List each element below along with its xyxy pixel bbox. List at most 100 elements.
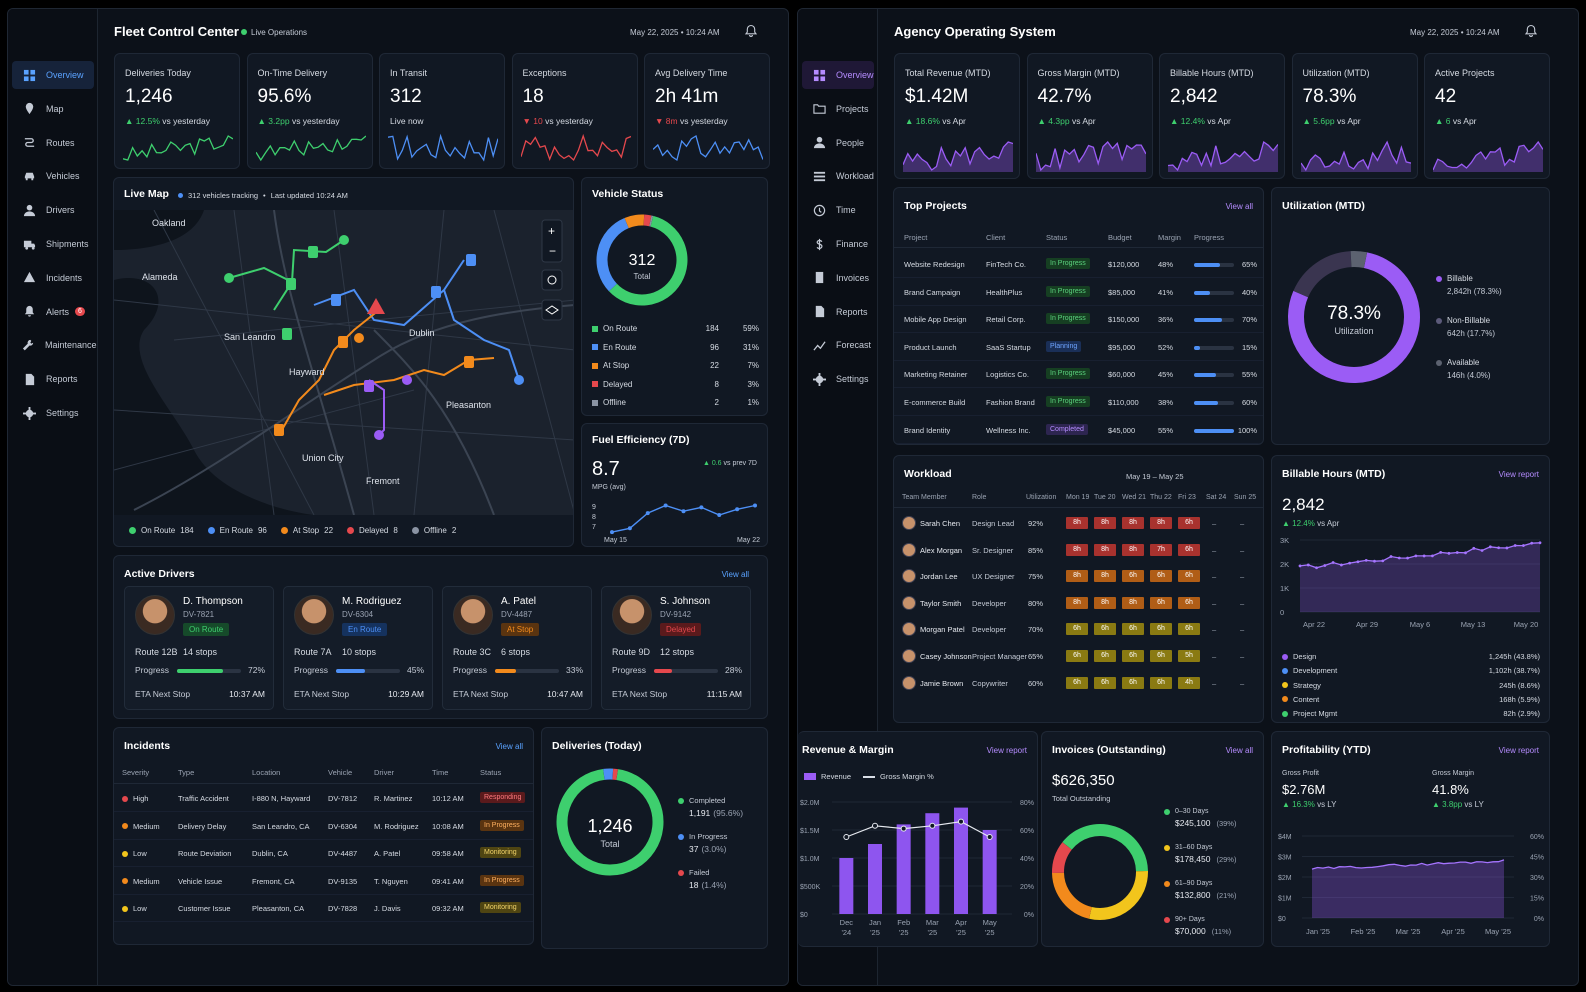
profit-view-report[interactable]: View report bbox=[1498, 746, 1539, 755]
driver-card[interactable]: S. Johnson DV-9142 Delayed Route 9D 12 stops… bbox=[601, 586, 751, 710]
nav-overview[interactable]: Overview bbox=[12, 61, 94, 89]
nav-invoices[interactable]: Invoices bbox=[802, 264, 874, 292]
workload-cell[interactable]: 8h bbox=[1066, 570, 1088, 583]
workload-cell[interactable]: 6h bbox=[1150, 676, 1172, 689]
table-row[interactable]: Marketing Retainer Logistics Co. In Progre… bbox=[894, 362, 1263, 389]
revenue-bar[interactable] bbox=[982, 830, 997, 914]
workload-cell[interactable]: 6h bbox=[1066, 676, 1088, 689]
workload-cell[interactable]: 5h bbox=[1178, 650, 1200, 662]
workload-cell[interactable]: 8h bbox=[1122, 517, 1144, 529]
table-row[interactable]: Alex Morgan Sr. Designer 85% 8h 8h 8h 7h 6h – – bbox=[894, 537, 1263, 563]
nav-forecast[interactable]: Forecast bbox=[802, 331, 874, 359]
workload-cell[interactable]: 6h bbox=[1122, 570, 1144, 583]
workload-cell[interactable]: 6h bbox=[1094, 676, 1116, 689]
nav-workload[interactable]: Workload bbox=[802, 162, 874, 190]
table-row[interactable]: Sarah Chen Design Lead 92% 8h 8h 8h 8h 6h – – bbox=[894, 510, 1263, 536]
notification-bell-icon[interactable] bbox=[1524, 24, 1538, 38]
map-canvas[interactable]: Oakland Alameda San Leandro Hayward Dubl… bbox=[114, 210, 574, 515]
nav-time[interactable]: Time bbox=[802, 196, 874, 224]
billable-title: Billable Hours (MTD) bbox=[1282, 468, 1386, 480]
nav-alerts[interactable]: Alerts 6 bbox=[12, 298, 94, 326]
table-row[interactable]: Jamie Brown Copywriter 60% 6h 6h 6h 6h 4h – – bbox=[894, 670, 1263, 696]
revenue-bar[interactable] bbox=[868, 844, 882, 914]
workload-cell[interactable]: 6h bbox=[1150, 570, 1172, 583]
billable-delta-suffix: vs Apr bbox=[1317, 519, 1340, 528]
workload-cell[interactable]: 6h bbox=[1178, 543, 1200, 556]
drivers-view-all[interactable]: View all bbox=[721, 570, 749, 579]
invoices-total: $626,350 bbox=[1052, 772, 1115, 789]
table-row[interactable]: Taylor Smith Developer 80% 8h 8h 8h 6h 6h – – bbox=[894, 590, 1263, 616]
table-row[interactable]: E-commerce Build Fashion Brand In Progress… bbox=[894, 390, 1263, 416]
driver-card[interactable]: A. Patel DV-4487 At Stop Route 3C 6 stops Pro… bbox=[442, 586, 592, 710]
workload-cell[interactable]: 6h bbox=[1150, 650, 1172, 662]
nav-reports[interactable]: Reports bbox=[802, 298, 874, 326]
workload-cell[interactable]: 7h bbox=[1150, 543, 1172, 556]
vehicle-markers[interactable] bbox=[224, 235, 524, 440]
nav-maintenance[interactable]: Maintenance bbox=[12, 331, 97, 359]
billable-view-report[interactable]: View report bbox=[1498, 470, 1539, 479]
workload-cell[interactable]: 6h bbox=[1178, 596, 1200, 609]
revenue-bar[interactable] bbox=[896, 824, 911, 914]
table-row[interactable]: Mobile App Design Retail Corp. In Progress… bbox=[894, 307, 1263, 334]
workload-cell[interactable]: 6h bbox=[1150, 596, 1172, 609]
workload-cell[interactable]: 6h bbox=[1178, 570, 1200, 583]
nav-vehicles[interactable]: Vehicles bbox=[12, 162, 94, 190]
workload-cell[interactable]: 6h bbox=[1178, 623, 1200, 636]
nav-projects[interactable]: Projects bbox=[802, 95, 874, 123]
workload-cell[interactable]: 6h bbox=[1066, 623, 1088, 636]
table-row[interactable]: Low Route Deviation Dublin, CA DV-4487 A. Pa… bbox=[114, 841, 533, 868]
nav-drivers[interactable]: Drivers bbox=[12, 196, 94, 224]
nav-reports[interactable]: Reports bbox=[12, 365, 94, 393]
revenue-view-report[interactable]: View report bbox=[986, 746, 1027, 755]
table-row[interactable]: Product Launch SaaS Startup Planning $95,00… bbox=[894, 335, 1263, 361]
table-row[interactable]: Medium Vehicle Issue Fremont, CA DV-9135 T. … bbox=[114, 869, 533, 895]
workload-cell[interactable]: 8h bbox=[1066, 517, 1088, 529]
workload-cell[interactable]: 6h bbox=[1178, 517, 1200, 529]
workload-cell[interactable]: 8h bbox=[1150, 517, 1172, 529]
workload-cell[interactable]: 6h bbox=[1122, 676, 1144, 689]
driver-card[interactable]: M. Rodriguez DV-6304 En Route Route 7A 10 st… bbox=[283, 586, 433, 710]
notification-bell-icon[interactable] bbox=[744, 24, 758, 38]
nav-routes[interactable]: Routes bbox=[12, 129, 94, 157]
revenue-bar[interactable] bbox=[839, 858, 854, 914]
workload-cell[interactable]: 6h bbox=[1094, 650, 1116, 662]
nav-shipments[interactable]: Shipments bbox=[12, 230, 94, 258]
table-row[interactable]: Website Redesign FinTech Co. In Progress $1… bbox=[894, 252, 1263, 278]
workload-cell[interactable]: 8h bbox=[1122, 543, 1144, 556]
revenue-bar[interactable] bbox=[954, 807, 968, 914]
table-row[interactable]: Morgan Patel Developer 70% 6h 6h 6h 6h 6h – – bbox=[894, 616, 1263, 642]
workload-cell[interactable]: 8h bbox=[1066, 596, 1088, 609]
workload-cell[interactable]: 6h bbox=[1094, 623, 1116, 636]
workload-cell[interactable]: 6h bbox=[1122, 650, 1144, 662]
table-row[interactable]: Jordan Lee UX Designer 75% 8h 8h 6h 6h 6h – – bbox=[894, 563, 1263, 589]
invoices-view-all[interactable]: View all bbox=[1225, 746, 1253, 755]
projects-view-all[interactable]: View all bbox=[1225, 202, 1253, 211]
nav-finance[interactable]: Finance bbox=[802, 230, 874, 258]
table-row[interactable]: High Traffic Accident I-880 N, Hayward DV-7… bbox=[114, 786, 533, 812]
table-row[interactable]: Brand Campaign HealthPlus In Progress $85,0… bbox=[894, 280, 1263, 306]
revenue-bar[interactable] bbox=[925, 813, 940, 914]
workload-cell[interactable]: 6h bbox=[1066, 650, 1088, 662]
workload-cell[interactable]: 8h bbox=[1122, 596, 1144, 609]
workload-cell[interactable]: 6h bbox=[1150, 623, 1172, 636]
table-row[interactable]: Low Customer Issue Pleasanton, CA DV-7828 J.… bbox=[114, 896, 533, 923]
map-controls[interactable]: +− bbox=[541, 219, 563, 321]
table-row[interactable]: Casey Johnson Project Manager 65% 6h 6h 6h 6h 5… bbox=[894, 643, 1263, 669]
nav-settings[interactable]: Settings bbox=[12, 399, 94, 427]
incidents-view-all[interactable]: View all bbox=[495, 742, 523, 751]
workload-cell[interactable]: 8h bbox=[1094, 596, 1116, 609]
nav-overview[interactable]: Overview bbox=[802, 61, 874, 89]
nav-map[interactable]: Map bbox=[12, 95, 94, 123]
nav-settings[interactable]: Settings bbox=[802, 365, 874, 393]
nav-incidents[interactable]: Incidents bbox=[12, 264, 94, 292]
table-row[interactable]: Medium Delivery Delay San Leandro, CA DV-63… bbox=[114, 814, 533, 840]
nav-people[interactable]: People bbox=[802, 129, 874, 157]
workload-cell[interactable]: 8h bbox=[1094, 543, 1116, 556]
driver-card[interactable]: D. Thompson DV-7821 On Route Route 12B 14 st… bbox=[124, 586, 274, 710]
workload-cell[interactable]: 8h bbox=[1094, 570, 1116, 583]
workload-cell[interactable]: 8h bbox=[1094, 517, 1116, 529]
workload-cell[interactable]: 8h bbox=[1066, 543, 1088, 556]
workload-cell[interactable]: 4h bbox=[1178, 676, 1200, 689]
table-row[interactable]: Brand Identity Wellness Inc. Completed $45,… bbox=[894, 418, 1263, 444]
workload-cell[interactable]: 6h bbox=[1122, 623, 1144, 636]
